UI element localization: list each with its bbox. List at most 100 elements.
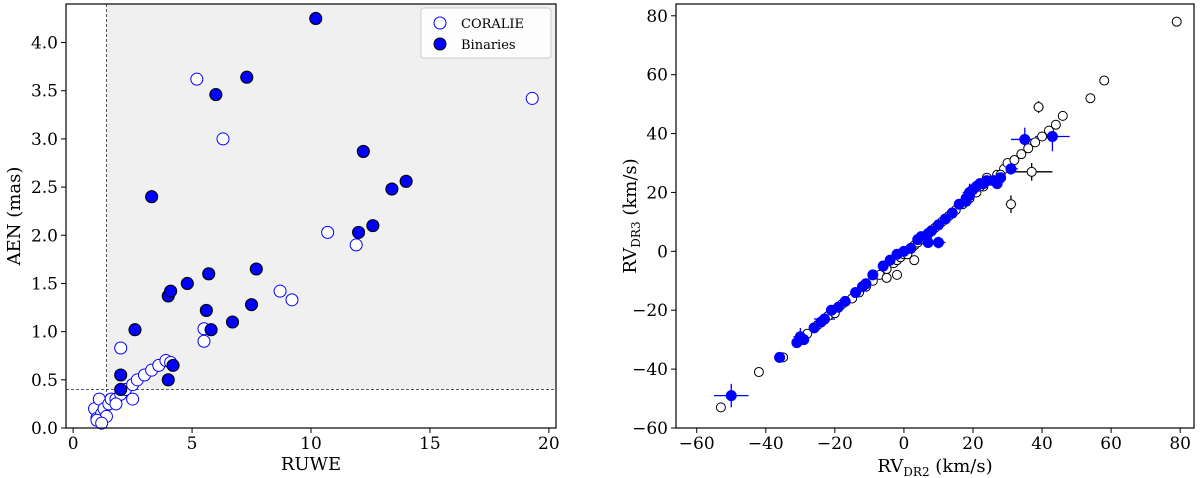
single-rv-point [881,272,892,283]
y-label-unit: (km/s) [620,158,641,221]
binary-rv-point [1046,131,1058,142]
shaded-region [106,4,556,390]
binary-point [199,303,213,317]
coralie-point [216,132,230,146]
binary-rv-point [939,213,951,225]
binary-rv-point [995,172,1007,184]
binary-point [128,323,142,337]
binary-point [209,88,223,102]
coralie-point [273,284,287,298]
binary-point [352,225,366,239]
x-tick-label: 10 [300,434,322,454]
left-data-points [88,11,539,430]
y-tick-label: 3.0 [31,130,58,150]
binary-point [225,315,240,329]
single-rv-point [1171,16,1182,27]
single-rv-point [715,402,726,413]
binary-rv-point [922,237,934,248]
binary-rv-point [808,322,820,334]
binary-rv-point [946,207,958,219]
single-rv-point [1057,110,1068,121]
y-tick-label: −60 [632,419,668,439]
single-rv-point [1023,143,1034,154]
y-label-main: RV [620,247,641,274]
single-rv-point [1085,93,1096,104]
binary-rv-point [839,295,851,307]
coralie-point [321,225,335,239]
binary-point [202,267,216,281]
single-rv-point [892,269,903,280]
single-rv-point [1033,102,1044,113]
x-tick-label: 20 [962,434,984,454]
left-axis-ticks: 0 5 10 15 20 0.0 0.5 1.0 1.5 2.0 2.5 3.0 3.5 4.0 [31,34,560,454]
left-panel-aen-vs-ruwe: 0 5 10 15 20 0.0 0.5 1.0 1.5 2.0 2.5 3.0 3.5 4.0 RUWE… [4,3,560,475]
y-tick-label: −40 [632,360,668,380]
y-tick-label: 2.5 [31,178,58,198]
binary-rv-point [867,269,879,281]
binary-point [204,323,218,337]
binary-rv-point [964,186,976,198]
binary-rv-point [725,390,737,402]
single-rv-point [1009,155,1020,166]
y-tick-label: 3.5 [31,82,58,102]
single-rv-point [1030,137,1041,148]
single-rv-point [753,367,764,378]
binary-rv-point [1019,133,1031,145]
x-label-unit: (km/s) [930,456,993,477]
binary-rv-point [794,331,806,343]
threshold-lines [66,4,556,428]
binary-rv-point [877,260,889,272]
y-tick-label: 20 [646,183,668,203]
y-tick-label: 0.5 [31,371,58,391]
binary-point [249,262,263,276]
x-tick-label: 40 [1031,434,1053,454]
binary-point [385,182,399,196]
binary-point [164,284,178,298]
x-tick-label: −20 [817,434,853,454]
x-tick-label: 60 [1100,434,1122,454]
legend: CORALIE Binaries [420,7,552,59]
binary-rv-point [860,278,872,290]
legend-box [420,7,552,59]
y-tick-label: 40 [646,125,668,145]
binary-rv-point [818,313,830,325]
y-tick-label: 1.5 [31,274,58,294]
binary-rv-point [774,351,786,363]
legend-marker [433,37,447,51]
single-rv-point [1099,75,1110,86]
y-tick-label: 4.0 [31,34,58,54]
right-plot-frame [675,3,1195,429]
binary-rv-point [932,237,944,248]
legend-label: CORALIE [461,17,524,32]
y-tick-label: 0.0 [31,419,58,439]
left-x-axis-label: RUWE [281,454,341,475]
binary-rv-point [1005,163,1017,175]
binary-point [244,298,259,312]
y-tick-label: 2.0 [31,226,58,246]
binary-rv-point [850,287,862,299]
binary-point [399,174,413,188]
y-tick-label: 1.0 [31,323,58,343]
right-data-points [715,16,1182,413]
x-tick-label: 0 [68,434,79,454]
coralie-point [114,341,128,355]
binary-point [180,276,194,291]
x-tick-label: 20 [538,434,560,454]
x-tick-label: 0 [899,434,910,454]
left-y-axis-label: AEN (mas) [4,167,25,267]
single-rv-point [1005,199,1016,210]
y-tick-label: 60 [646,66,668,86]
y-tick-label: 80 [646,7,668,27]
binary-point [356,144,370,158]
single-rv-point [909,255,920,266]
coralie-point [109,397,123,411]
x-label-main: RV [877,456,904,477]
binary-rv-point [932,219,944,231]
binary-rv-point [884,254,896,266]
legend-marker [433,16,447,30]
coralie-point [190,72,204,86]
x-tick-label: −60 [679,434,715,454]
binary-rv-point [905,242,917,254]
binary-point [114,368,128,382]
